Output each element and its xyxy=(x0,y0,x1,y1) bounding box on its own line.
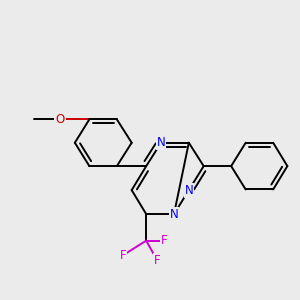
Text: F: F xyxy=(161,234,167,247)
Text: F: F xyxy=(154,254,160,267)
Text: N: N xyxy=(157,136,165,149)
Text: F: F xyxy=(120,249,127,262)
Text: N: N xyxy=(169,208,178,220)
Text: O: O xyxy=(56,113,64,126)
Text: N: N xyxy=(184,184,193,196)
